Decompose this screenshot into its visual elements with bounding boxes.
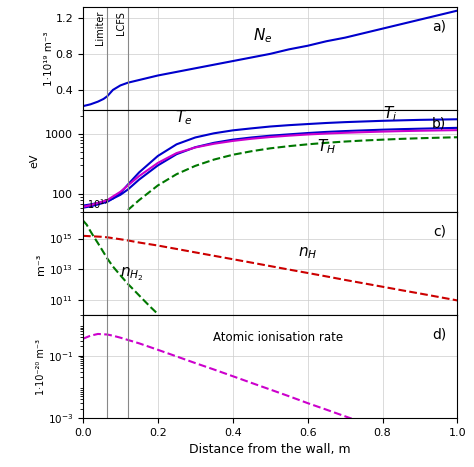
Y-axis label: 1·10¹⁹ m⁻³: 1·10¹⁹ m⁻³ [44,31,54,85]
Text: Limiter: Limiter [95,11,105,45]
Text: $N_e$: $N_e$ [253,27,273,45]
Y-axis label: 1·10⁻²⁰ m⁻³: 1·10⁻²⁰ m⁻³ [36,339,46,395]
Text: $n_{H_2}$: $n_{H_2}$ [120,265,144,283]
Text: d): d) [432,327,446,341]
Text: $10^{17}$: $10^{17}$ [87,198,109,212]
Text: Atomic ionisation rate: Atomic ionisation rate [213,331,343,344]
Text: b): b) [432,117,446,131]
X-axis label: Distance from the wall, m: Distance from the wall, m [190,443,351,456]
Text: $T_e$: $T_e$ [175,108,193,127]
Y-axis label: eV: eV [30,154,40,169]
Text: $T_H$: $T_H$ [317,137,336,156]
Text: c): c) [433,225,446,239]
Text: a): a) [432,19,446,33]
Y-axis label: m⁻³: m⁻³ [36,253,46,275]
Text: $T_i$: $T_i$ [383,104,397,123]
Text: LCFS: LCFS [116,11,126,35]
Text: $n_H$: $n_H$ [298,246,317,262]
